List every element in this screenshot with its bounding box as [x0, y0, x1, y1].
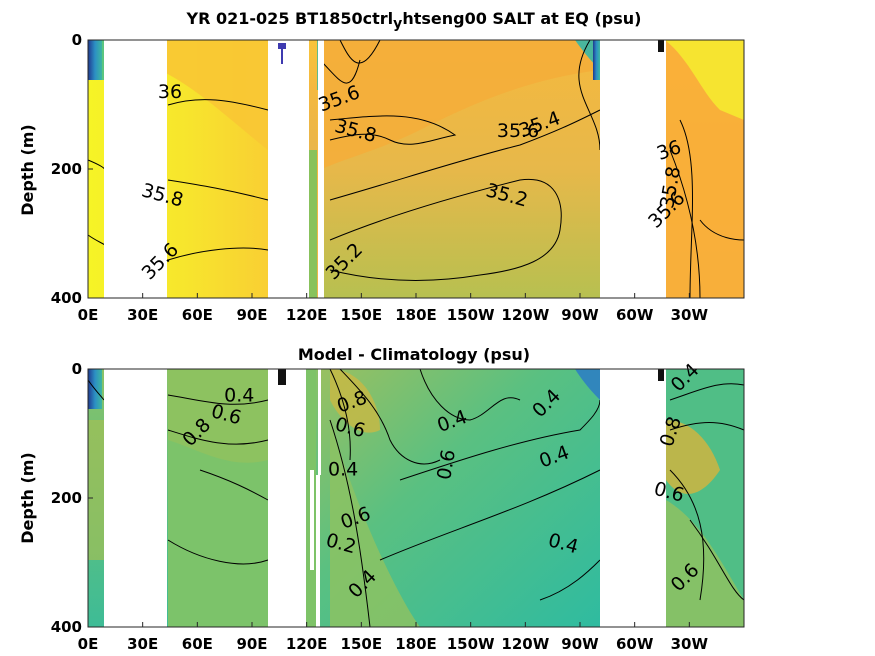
x-tick-label: 90E	[236, 635, 267, 653]
top-edge-details	[88, 40, 664, 298]
bottom-title: Model - Climatology (psu)	[298, 345, 530, 364]
bottom-panel: Model - Climatology (psu)	[18, 345, 745, 653]
x-tick-label: 60E	[182, 635, 213, 653]
x-tick-label: 150E	[341, 635, 383, 653]
top-y-ticks: 0 200 400	[51, 31, 93, 307]
top-panel: YR 021-025 BT1850ctrlyhtseng00 SALT at E…	[18, 9, 745, 324]
top-contour-lines	[87, 39, 745, 299]
x-tick-label: 180E	[395, 306, 437, 324]
y-tick-label: 400	[51, 289, 82, 307]
x-tick-label: 120W	[501, 635, 549, 653]
x-tick-label: 60E	[182, 306, 213, 324]
x-tick-label: 60W	[616, 635, 654, 653]
x-tick-label: 30W	[671, 635, 709, 653]
top-x-ticks: 0E 30E 60E 90E 120E 150E 180E 150W 120W 90W 60W 30W	[78, 293, 709, 324]
top-land-mask	[104, 40, 666, 298]
x-tick-label: 120E	[286, 306, 328, 324]
contour-label: 36	[158, 81, 182, 103]
y-tick-label: 0	[72, 31, 82, 49]
x-tick-label: 30E	[127, 635, 158, 653]
x-tick-label: 150W	[447, 306, 495, 324]
contour-label: 35.6	[497, 120, 539, 142]
x-tick-label: 30E	[127, 306, 158, 324]
y-tick-label: 0	[72, 360, 82, 378]
x-tick-label: 120E	[286, 635, 328, 653]
bottom-land-mask	[104, 369, 666, 627]
contour-label: 0.4	[224, 384, 254, 406]
x-tick-label: 90W	[561, 306, 599, 324]
x-tick-label: 180E	[395, 635, 437, 653]
bottom-contour-lines	[87, 368, 745, 628]
x-tick-label: 150W	[447, 635, 495, 653]
x-tick-label: 60W	[616, 306, 654, 324]
x-tick-label: 0E	[78, 306, 99, 324]
y-tick-label: 400	[51, 618, 82, 636]
x-tick-label: 0E	[78, 635, 99, 653]
y-tick-label: 200	[51, 489, 82, 507]
contour-label: 0.6	[433, 448, 460, 482]
x-tick-label: 120W	[501, 306, 549, 324]
contour-label: 0.4	[328, 458, 358, 480]
bottom-y-ticks: 0 200 400	[51, 360, 93, 636]
y-tick-label: 200	[51, 160, 82, 178]
x-tick-label: 150E	[341, 306, 383, 324]
top-y-axis-label: Depth (m)	[18, 124, 37, 216]
bottom-y-axis-label: Depth (m)	[18, 452, 37, 544]
bottom-edge-details	[278, 369, 664, 627]
bottom-x-ticks: 0E 30E 60E 90E 120E 150E 180E 150W 120W 90W 60W 30W	[78, 622, 709, 653]
x-tick-label: 90E	[236, 306, 267, 324]
x-tick-label: 30W	[671, 306, 709, 324]
x-tick-label: 90W	[561, 635, 599, 653]
top-title: YR 021-025 BT1850ctrlyhtseng00 SALT at E…	[186, 9, 642, 32]
